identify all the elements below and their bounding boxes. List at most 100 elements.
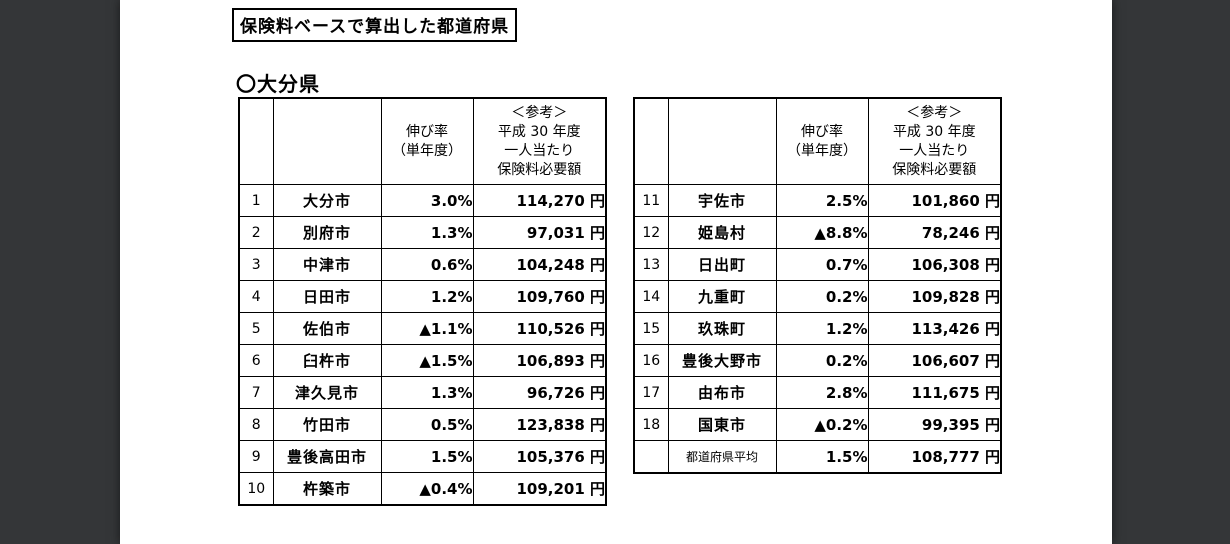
growth-rate-cell: ▲1.1% <box>380 312 474 345</box>
city-name-cell: 杵築市 <box>272 472 382 506</box>
growth-rate-cell: ▲0.2% <box>775 408 869 441</box>
header-row: 伸び率 （単年度） ＜参考＞ 平成 30 年度 一人当たり 保険料必要額 <box>633 97 1002 185</box>
premium-amount-cell: 78,246 円 <box>867 216 1002 249</box>
header-number-cell <box>633 97 669 185</box>
prefecture-heading: 〇大分県 <box>236 72 320 96</box>
header-reference-cell: ＜参考＞ 平成 30 年度 一人当たり 保険料必要額 <box>867 97 1002 185</box>
growth-rate-cell: 2.8% <box>775 376 869 409</box>
premium-amount-cell: 106,893 円 <box>472 344 607 377</box>
reference-per-person: 一人当たり <box>504 142 575 159</box>
row-number-cell: 16 <box>633 344 669 377</box>
table-row: 15 玖珠町 1.2% 113,426 円 <box>633 312 1002 345</box>
premium-amount-cell: 111,675 円 <box>867 376 1002 409</box>
growth-rate-label: 伸び率 <box>406 123 448 140</box>
table-row: 18 国東市 ▲0.2% 99,395 円 <box>633 408 1002 441</box>
reference-label: ＜参考＞ <box>511 104 568 121</box>
row-number-cell: 2 <box>238 216 274 249</box>
table-row: 13 日出町 0.7% 106,308 円 <box>633 248 1002 281</box>
row-number-cell: 12 <box>633 216 669 249</box>
reference-per-person: 一人当たり <box>899 142 970 159</box>
city-name-cell: 大分市 <box>272 184 382 217</box>
row-number-cell: 18 <box>633 408 669 441</box>
premium-table-left: 伸び率 （単年度） ＜参考＞ 平成 30 年度 一人当たり 保険料必要額 1 大分… <box>238 97 607 506</box>
header-reference-cell: ＜参考＞ 平成 30 年度 一人当たり 保険料必要額 <box>472 97 607 185</box>
growth-rate-cell: 1.5% <box>775 440 869 474</box>
row-number-cell: 7 <box>238 376 274 409</box>
growth-rate-cell: 1.2% <box>775 312 869 345</box>
table-row: 5 佐伯市 ▲1.1% 110,526 円 <box>238 312 607 345</box>
premium-amount-cell: 109,828 円 <box>867 280 1002 313</box>
growth-rate-sublabel: （単年度） <box>392 142 462 159</box>
header-number-cell <box>238 97 274 185</box>
premium-amount-cell: 97,031 円 <box>472 216 607 249</box>
row-number-cell: 14 <box>633 280 669 313</box>
growth-rate-cell: 0.5% <box>380 408 474 441</box>
table-row: 14 九重町 0.2% 109,828 円 <box>633 280 1002 313</box>
growth-rate-label: 伸び率 <box>801 123 843 140</box>
table-row: 7 津久見市 1.3% 96,726 円 <box>238 376 607 409</box>
header-growth-rate-cell: 伸び率 （単年度） <box>775 97 869 185</box>
growth-rate-cell: ▲1.5% <box>380 344 474 377</box>
reference-premium-amount: 保険料必要額 <box>892 161 977 178</box>
row-number-cell: 10 <box>238 472 274 506</box>
growth-rate-cell: 1.2% <box>380 280 474 313</box>
table-row: 1 大分市 3.0% 114,270 円 <box>238 184 607 217</box>
growth-rate-cell: 0.2% <box>775 280 869 313</box>
growth-rate-sublabel: （単年度） <box>787 142 857 159</box>
growth-rate-cell: ▲8.8% <box>775 216 869 249</box>
city-name-cell: 竹田市 <box>272 408 382 441</box>
row-number-cell: 1 <box>238 184 274 217</box>
table-row: 6 臼杵市 ▲1.5% 106,893 円 <box>238 344 607 377</box>
city-name-cell: 由布市 <box>667 376 777 409</box>
row-number-cell: 3 <box>238 248 274 281</box>
city-name-cell: 津久見市 <box>272 376 382 409</box>
growth-rate-cell: 0.6% <box>380 248 474 281</box>
premium-amount-cell: 123,838 円 <box>472 408 607 441</box>
table-row: 9 豊後高田市 1.5% 105,376 円 <box>238 440 607 473</box>
city-name-cell: 宇佐市 <box>667 184 777 217</box>
city-name-cell: 佐伯市 <box>272 312 382 345</box>
table-row: 4 日田市 1.2% 109,760 円 <box>238 280 607 313</box>
row-number-cell: 8 <box>238 408 274 441</box>
table-row: 11 宇佐市 2.5% 101,860 円 <box>633 184 1002 217</box>
document-title: 保険料ベースで算出した都道府県 <box>240 17 510 37</box>
premium-table-left-body: 1 大分市 3.0% 114,270 円 2 別府市 1.3% 97,031 円 3 中津市 0.6… <box>238 184 607 506</box>
city-name-cell: 豊後大野市 <box>667 344 777 377</box>
table-row: 16 豊後大野市 0.2% 106,607 円 <box>633 344 1002 377</box>
document-title-box: 保険料ベースで算出した都道府県 <box>232 8 518 42</box>
reference-label: ＜参考＞ <box>906 104 963 121</box>
premium-amount-cell: 106,308 円 <box>867 248 1002 281</box>
row-number-cell: 6 <box>238 344 274 377</box>
city-name-cell: 日田市 <box>272 280 382 313</box>
average-row: 都道府県平均 1.5% 108,777 円 <box>633 440 1002 474</box>
row-number-cell: 15 <box>633 312 669 345</box>
reference-fiscal-year: 平成 30 年度 <box>497 123 581 140</box>
reference-fiscal-year: 平成 30 年度 <box>892 123 976 140</box>
growth-rate-cell: 3.0% <box>380 184 474 217</box>
growth-rate-cell: 1.5% <box>380 440 474 473</box>
table-row: 2 別府市 1.3% 97,031 円 <box>238 216 607 249</box>
premium-amount-cell: 101,860 円 <box>867 184 1002 217</box>
table-row: 8 竹田市 0.5% 123,838 円 <box>238 408 607 441</box>
premium-amount-cell: 110,526 円 <box>472 312 607 345</box>
row-number-cell: 11 <box>633 184 669 217</box>
city-name-cell: 中津市 <box>272 248 382 281</box>
city-name-cell: 日出町 <box>667 248 777 281</box>
row-number-cell: 5 <box>238 312 274 345</box>
premium-amount-cell: 99,395 円 <box>867 408 1002 441</box>
growth-rate-cell: 0.7% <box>775 248 869 281</box>
document-page: 保険料ベースで算出した都道府県 〇大分県 伸び率 （単年度） ＜参考＞ 平成 3… <box>120 0 1112 544</box>
premium-table-right: 伸び率 （単年度） ＜参考＞ 平成 30 年度 一人当たり 保険料必要額 11 宇… <box>633 97 1002 474</box>
premium-amount-cell: 113,426 円 <box>867 312 1002 345</box>
growth-rate-cell: 1.3% <box>380 216 474 249</box>
premium-amount-cell: 108,777 円 <box>867 440 1002 474</box>
row-number-cell: 17 <box>633 376 669 409</box>
premium-amount-cell: 109,201 円 <box>472 472 607 506</box>
header-row: 伸び率 （単年度） ＜参考＞ 平成 30 年度 一人当たり 保険料必要額 <box>238 97 607 185</box>
city-name-cell: 豊後高田市 <box>272 440 382 473</box>
table-row: 12 姫島村 ▲8.8% 78,246 円 <box>633 216 1002 249</box>
premium-table-right-body: 11 宇佐市 2.5% 101,860 円 12 姫島村 ▲8.8% 78,246 円 13 日出… <box>633 184 1002 474</box>
city-name-cell: 玖珠町 <box>667 312 777 345</box>
table-row: 3 中津市 0.6% 104,248 円 <box>238 248 607 281</box>
